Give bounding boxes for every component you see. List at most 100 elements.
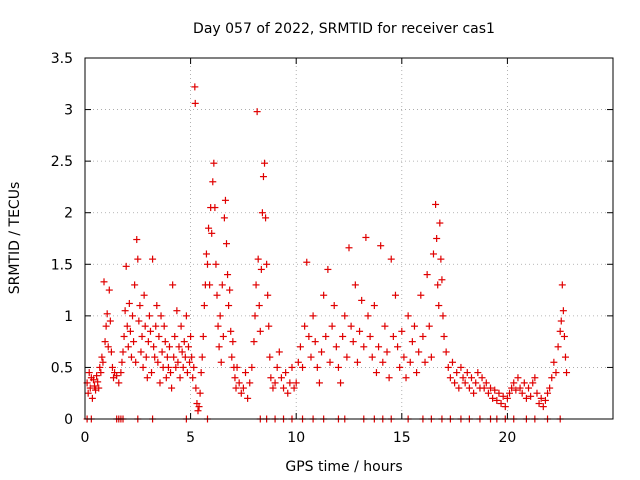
data-point	[89, 376, 97, 384]
data-point	[216, 312, 224, 320]
data-point	[134, 255, 142, 263]
data-point	[451, 379, 459, 387]
data-point	[215, 343, 223, 351]
data-point	[271, 379, 279, 387]
data-point	[358, 296, 366, 304]
data-point	[84, 389, 92, 397]
data-point	[212, 260, 220, 268]
data-point	[228, 353, 236, 361]
data-point	[557, 317, 565, 325]
data-point	[248, 363, 256, 371]
data-point	[148, 369, 156, 377]
data-point	[195, 403, 203, 411]
data-point	[191, 99, 199, 107]
data-point	[341, 312, 349, 320]
data-point	[94, 378, 102, 386]
data-point	[434, 281, 442, 289]
data-point	[387, 255, 395, 263]
data-point	[163, 353, 171, 361]
data-point	[152, 322, 160, 330]
data-point	[102, 322, 110, 330]
data-point	[172, 363, 180, 371]
data-point	[269, 384, 277, 392]
data-point	[415, 348, 423, 356]
data-point	[149, 255, 157, 263]
data-point	[377, 242, 385, 250]
data-point	[438, 276, 446, 284]
data-point	[320, 291, 328, 299]
data-point	[133, 236, 141, 244]
data-point	[322, 332, 330, 340]
data-point	[120, 332, 128, 340]
data-point	[294, 358, 302, 366]
data-point	[101, 338, 109, 346]
data-point	[277, 374, 285, 382]
data-point	[96, 363, 104, 371]
data-point	[457, 363, 465, 371]
data-point	[514, 374, 522, 382]
data-point	[425, 322, 433, 330]
data-point	[188, 353, 196, 361]
data-point	[404, 312, 412, 320]
data-point	[364, 312, 372, 320]
data-point	[217, 358, 225, 366]
data-point	[103, 310, 111, 318]
data-point	[394, 343, 402, 351]
data-point	[237, 389, 245, 397]
data-point	[232, 384, 240, 392]
data-point	[453, 369, 461, 377]
data-point	[218, 281, 226, 289]
data-point	[227, 327, 235, 335]
data-point	[189, 374, 197, 382]
data-point	[489, 394, 497, 402]
grid-lines	[85, 58, 613, 419]
data-point	[239, 384, 247, 392]
data-point	[173, 307, 181, 315]
data-point	[265, 322, 273, 330]
data-point	[433, 235, 441, 242]
data-point	[286, 379, 294, 387]
data-point	[157, 312, 165, 320]
data-point	[537, 394, 545, 402]
data-point	[169, 281, 177, 289]
data-point	[93, 372, 101, 380]
data-point	[499, 392, 507, 400]
data-point	[493, 396, 501, 404]
data-point	[165, 343, 173, 351]
data-point	[221, 196, 229, 204]
data-point	[478, 374, 486, 382]
data-point	[231, 374, 239, 382]
data-point	[408, 338, 416, 346]
data-point	[250, 338, 258, 346]
data-point	[491, 386, 499, 394]
data-point	[145, 312, 153, 320]
data-point	[108, 363, 116, 371]
data-point	[529, 379, 537, 387]
data-point	[330, 302, 338, 310]
data-point	[559, 307, 567, 315]
data-point	[124, 343, 132, 351]
data-point	[467, 374, 475, 382]
data-point	[381, 322, 389, 330]
data-point	[253, 108, 261, 116]
data-point	[531, 374, 539, 382]
data-point	[131, 281, 139, 289]
data-points	[83, 83, 571, 423]
data-point	[95, 384, 103, 392]
data-point	[156, 379, 164, 387]
data-point	[313, 363, 321, 371]
data-point	[118, 358, 126, 366]
data-point	[436, 219, 444, 227]
data-point	[554, 343, 562, 351]
data-point	[226, 286, 234, 294]
data-point	[266, 353, 274, 361]
data-point	[190, 363, 198, 371]
data-point	[497, 400, 505, 408]
data-point	[183, 369, 191, 377]
data-point	[362, 233, 370, 241]
data-point	[100, 278, 108, 286]
data-point	[288, 363, 296, 371]
data-point	[177, 322, 185, 330]
data-point	[191, 83, 199, 91]
data-point	[508, 384, 516, 392]
